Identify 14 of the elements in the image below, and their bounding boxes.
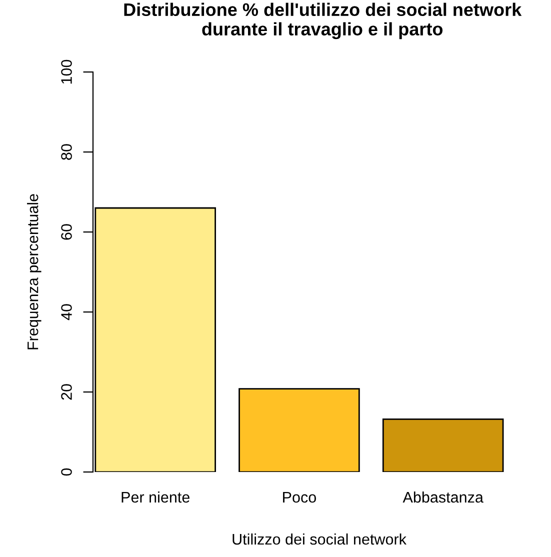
bar <box>238 388 360 472</box>
y-tick-label: 0 <box>61 468 72 476</box>
chart-title: Distribuzione % dell'utilizzo dei social network durante il travaglio e il parto <box>124 2 522 40</box>
y-tick-label: 40 <box>61 304 72 320</box>
y-tick-label: 100 <box>61 60 72 84</box>
y-tick-label: 20 <box>61 384 72 400</box>
x-tick-label: Poco <box>283 492 316 503</box>
x-tick-label: Abbastanza <box>402 491 484 503</box>
y-tick-label: 60 <box>61 224 72 240</box>
bar <box>382 418 504 472</box>
y-axis-title: Frequenza percentuale <box>27 194 42 350</box>
x-tick-label: Per niente <box>122 491 190 503</box>
x-axis-title: Utilizzo dei social network <box>232 533 406 545</box>
y-tick-label: 80 <box>61 144 72 160</box>
